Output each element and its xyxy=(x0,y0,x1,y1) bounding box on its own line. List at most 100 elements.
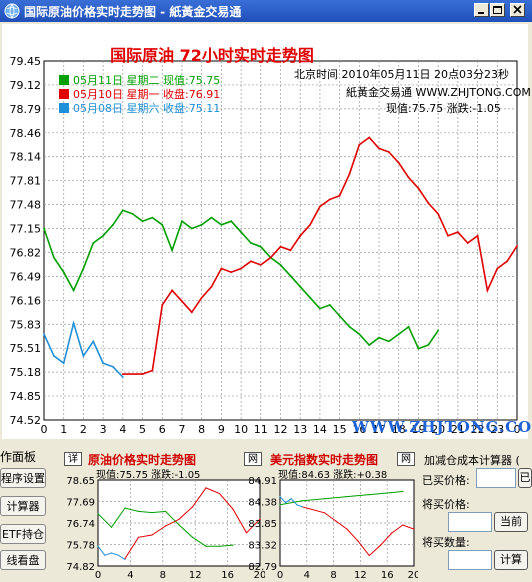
series-0-point xyxy=(407,325,410,328)
x-tick-label: 16 xyxy=(352,423,366,436)
beijing-time: 北京时间 2010年05月11日 20点03分23秒 xyxy=(294,68,509,81)
oil-detail-button[interactable]: 详 xyxy=(64,452,82,466)
bought-price-label: 已买价格: xyxy=(422,474,470,487)
series-0-point xyxy=(218,545,221,547)
online-view-button[interactable]: 线看盘 xyxy=(0,550,46,570)
close-button[interactable] xyxy=(510,3,525,17)
series-1-point xyxy=(259,518,261,520)
panel-title: 作面板 xyxy=(0,450,37,464)
current-price-button[interactable]: 当前 xyxy=(494,512,528,532)
series-2-point xyxy=(112,365,114,368)
x-tick-label: 23 xyxy=(490,423,504,436)
series-0-point xyxy=(437,329,440,332)
app-globe-icon xyxy=(4,3,20,19)
series-1-point xyxy=(289,249,292,252)
bottom-panel: 作面板 程序设置 计算器 ETF持仓 线看盘 详 原油价格实时走势图 网 现值:… xyxy=(0,446,532,582)
series-0-point xyxy=(319,307,321,310)
series-2-point xyxy=(62,362,65,365)
x-tick-label: 9 xyxy=(218,423,225,436)
current-value-label: 现值:75.75 涨跌:-1.05 xyxy=(386,102,501,115)
series-0-point xyxy=(171,249,174,252)
minimize-button[interactable] xyxy=(474,3,489,17)
series-0-point xyxy=(259,245,262,248)
series-1-point xyxy=(391,532,393,534)
series-1-point xyxy=(151,534,153,536)
series-0-point xyxy=(220,223,223,226)
series-1-point xyxy=(368,554,370,557)
series-2-point xyxy=(110,552,113,554)
series-1-point xyxy=(328,198,331,201)
series-1-point xyxy=(319,205,321,208)
series-1-point xyxy=(200,296,203,299)
y-tick-label: 83.85 xyxy=(248,519,277,530)
series-1-point xyxy=(348,173,351,175)
series-0-point xyxy=(92,242,95,244)
usd-mini-title: 美元指数实时走势图 xyxy=(270,453,379,467)
series-0-point xyxy=(72,289,75,292)
series-1-point xyxy=(358,143,361,146)
series-1-point xyxy=(476,234,479,237)
y-tick-label: 79.45 xyxy=(10,55,42,68)
series-0-point xyxy=(82,267,85,270)
series-1-point xyxy=(413,528,415,530)
series-0-point xyxy=(178,524,180,526)
x-tick-label: 0 xyxy=(41,423,48,436)
series-0-point xyxy=(164,510,167,512)
buy-qty-input[interactable] xyxy=(448,550,492,570)
series-1-point xyxy=(259,264,262,266)
x-tick-label: 4 xyxy=(304,570,310,581)
x-tick-label: 2 xyxy=(80,423,87,436)
etf-holdings-button[interactable]: ETF持仓 xyxy=(0,524,46,544)
series-0-point xyxy=(62,271,65,274)
x-tick-label: 16 xyxy=(381,570,394,581)
series-1-point xyxy=(407,176,410,179)
buy-price-label: 将买价格: xyxy=(422,498,470,511)
series-0-point xyxy=(250,242,252,244)
series-1-point xyxy=(388,151,390,153)
calculator-button[interactable]: 计算器 xyxy=(0,496,46,516)
oil-web-button[interactable]: 网 xyxy=(244,452,262,466)
buy-price-input[interactable] xyxy=(448,512,492,532)
series-0-point xyxy=(151,512,153,514)
site-watermark: WWW.ZHJTONG.COM xyxy=(352,418,532,436)
y-tick-label: 75.83 xyxy=(10,318,42,331)
already-button[interactable]: 已 xyxy=(518,468,532,488)
series-2-point xyxy=(72,322,75,325)
x-tick-label: 20 xyxy=(408,570,418,581)
series-1-point xyxy=(210,285,213,288)
y-tick-label: 75.18 xyxy=(10,366,42,379)
oil-mini-chart: 78.65 77.69 76.74 75.78 74.820 4 8 12 16 20 xyxy=(66,476,265,581)
series-2-point xyxy=(97,545,99,547)
y-tick-label: 76.49 xyxy=(10,270,42,283)
series-2-point xyxy=(279,496,281,498)
series-0-point xyxy=(230,220,233,223)
program-settings-button[interactable]: 程序设置 xyxy=(0,468,46,488)
y-tick-label: 77.81 xyxy=(10,175,42,188)
legend-date: 05月11日 xyxy=(73,74,123,87)
y-tick-label: 78.14 xyxy=(10,151,42,164)
y-tick-label: 78.79 xyxy=(10,103,42,116)
main-price-chart: 79.45 79.12 78.79 78.46 78.14 77.81 77.48 77.15… xyxy=(10,55,521,436)
series-0-point xyxy=(102,234,104,237)
x-tick-label: 0 xyxy=(277,570,283,581)
maximize-button[interactable] xyxy=(490,3,505,17)
series-1-point xyxy=(496,267,499,270)
series-1-point xyxy=(121,373,124,375)
y-tick-label: 74.82 xyxy=(66,562,95,573)
series-1-point xyxy=(417,187,420,190)
x-tick-label: 15 xyxy=(333,423,347,436)
x-tick-label: 8 xyxy=(198,423,205,436)
series-0-point xyxy=(97,513,99,515)
legend-item-0: 05月11日 星期二 现值:75.75 xyxy=(59,72,249,88)
series-1-point xyxy=(437,213,440,215)
series-1-point xyxy=(232,508,234,510)
usd-web-button[interactable]: 网 xyxy=(397,452,415,466)
calculate-button[interactable]: 计算 xyxy=(494,550,528,570)
bought-price-input[interactable] xyxy=(476,468,516,488)
title-bar[interactable]: 国际原油价格实时走势图 - 紙黃金交易通 xyxy=(0,0,532,22)
series-0-point xyxy=(368,344,371,346)
site-label: 紙黃金交易通 WWW.ZHJTONG.COM xyxy=(346,86,531,99)
series-1-point xyxy=(171,289,174,292)
series-0-point xyxy=(232,544,234,546)
x-tick-label: 4 xyxy=(127,570,133,581)
